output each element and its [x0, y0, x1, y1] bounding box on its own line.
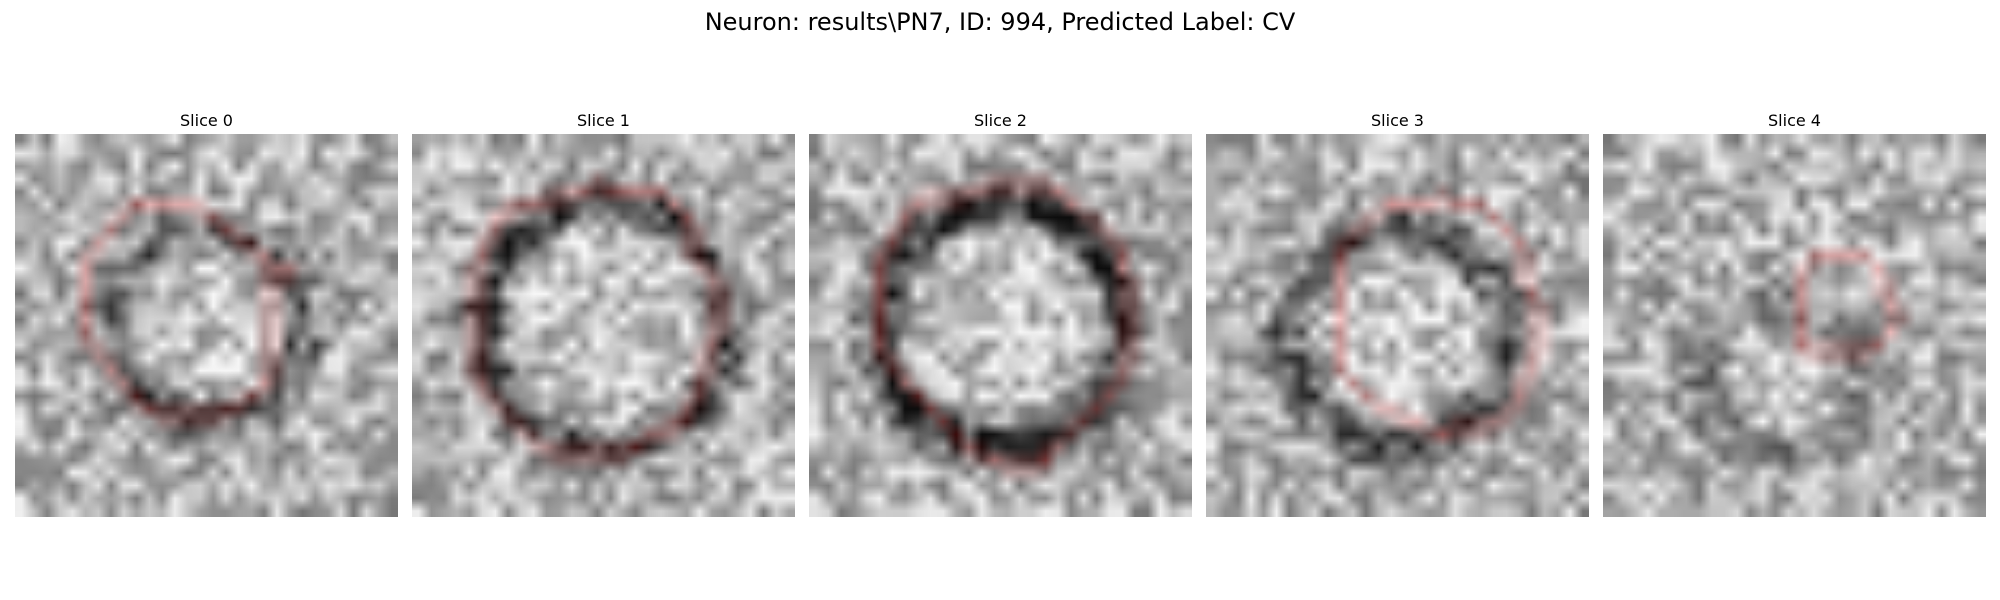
slice-title: Slice 4 [1768, 111, 1821, 130]
slice-image [809, 134, 1192, 517]
slice-panel-4: Slice 4 [1603, 110, 1986, 517]
slice-panel-2: Slice 2 [809, 110, 1192, 517]
slice-image [15, 134, 398, 517]
slice-panel-3: Slice 3 [1206, 110, 1589, 517]
figure-title: Neuron: results\PN7, ID: 994, Predicted … [704, 8, 1296, 36]
slice-title: Slice 0 [180, 111, 233, 130]
slice-panel-0: Slice 0 [15, 110, 398, 517]
slice-image [412, 134, 795, 517]
slice-title: Slice 2 [974, 111, 1027, 130]
slice-image [1206, 134, 1589, 517]
slice-title: Slice 1 [577, 111, 630, 130]
slice-panel-1: Slice 1 [412, 110, 795, 517]
slice-title: Slice 3 [1371, 111, 1424, 130]
slice-image [1603, 134, 1986, 517]
